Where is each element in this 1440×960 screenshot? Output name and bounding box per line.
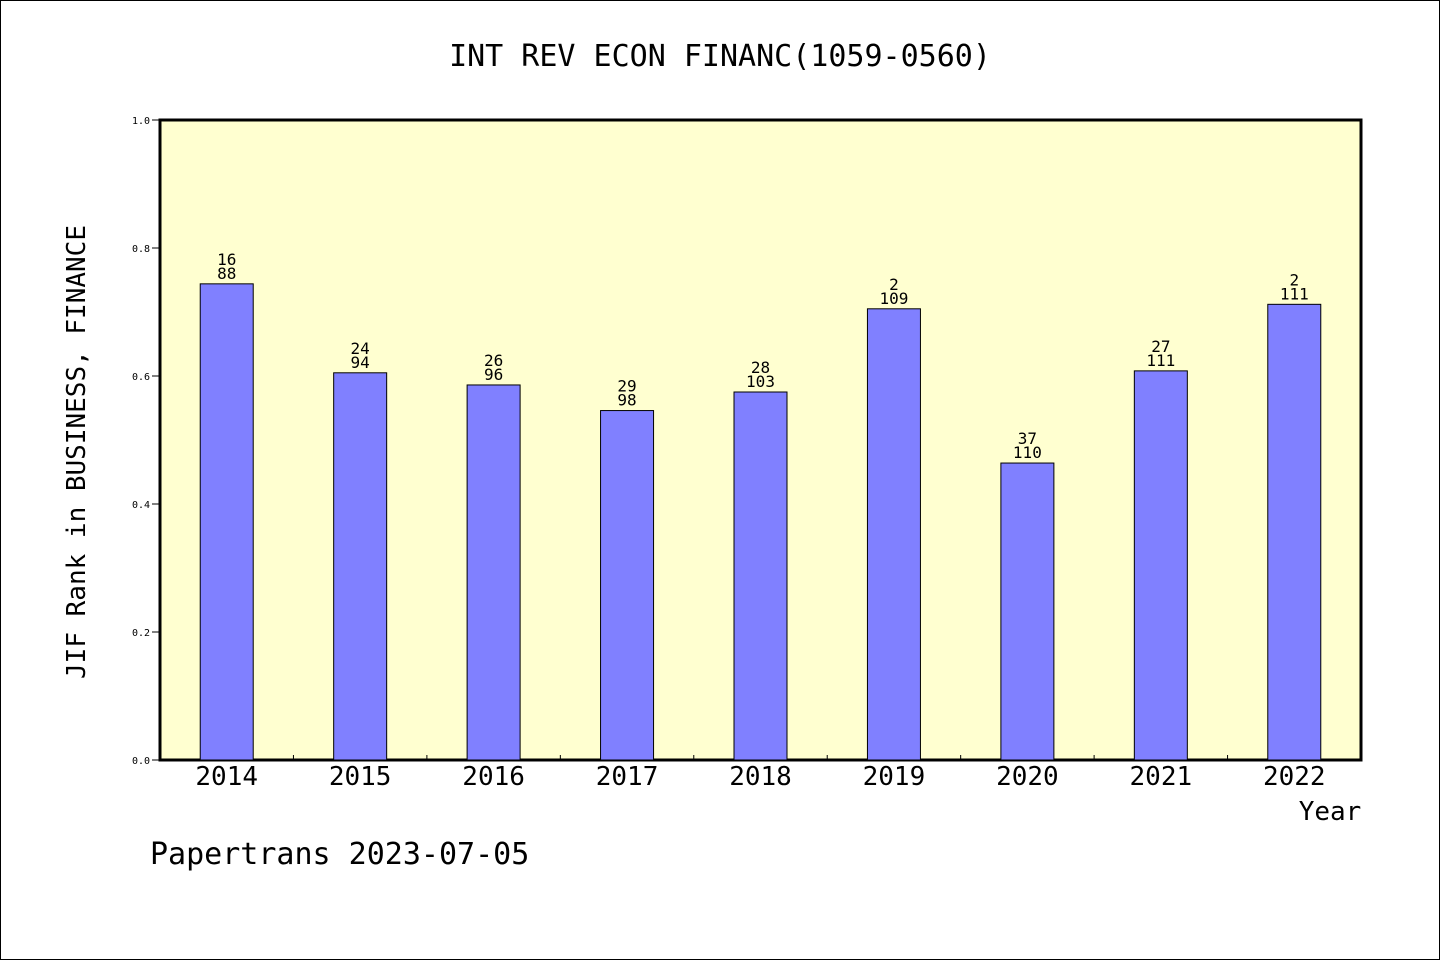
data-label-top-2015: 24: [351, 339, 370, 358]
data-label-top-2016: 26: [484, 351, 503, 370]
x-tick-label-2016: 2016: [462, 762, 525, 792]
chart-title: INT REV ECON FINANC(1059-0560): [449, 39, 991, 74]
data-label-top-2020: 37: [1018, 429, 1037, 448]
y-tick-label: 1.0: [132, 116, 150, 127]
data-label-bottom-2015: 94: [351, 353, 370, 372]
data-label-top-2019: 2: [889, 275, 899, 294]
data-label-bottom-2019: 109: [879, 289, 908, 308]
x-tick-label-2017: 2017: [596, 762, 659, 792]
data-label-top-2022: 2: [1289, 270, 1299, 289]
y-tick-label: 0.4: [132, 500, 150, 511]
data-label-bottom-2014: 88: [217, 264, 236, 283]
x-tick-label-2021: 2021: [1130, 762, 1193, 792]
data-label-bottom-2020: 110: [1013, 443, 1042, 462]
footer-text: Papertrans 2023-07-05: [150, 837, 529, 872]
x-tick-label-2018: 2018: [729, 762, 792, 792]
data-label-bottom-2018: 103: [746, 372, 775, 391]
bar-2014: [199, 283, 254, 761]
bar-2021: [1133, 370, 1188, 761]
y-tick-label: 0.0: [132, 756, 150, 767]
x-axis-label: Year: [1299, 797, 1362, 827]
data-label-bottom-2022: 111: [1280, 284, 1309, 303]
y-tick-label: 0.2: [132, 628, 150, 639]
x-tick-label-2015: 2015: [329, 762, 392, 792]
x-tick-label-2022: 2022: [1263, 762, 1326, 792]
y-axis-label: JIF Rank in BUSINESS, FINANCE: [62, 225, 92, 679]
bar-2015: [333, 372, 388, 761]
data-label-top-2018: 28: [751, 358, 770, 377]
bar-2020: [1000, 462, 1055, 761]
y-tick-label: 0.8: [132, 244, 150, 255]
bar-2019: [866, 308, 921, 761]
data-label-top-2021: 27: [1151, 337, 1170, 356]
y-tick-label: 0.6: [132, 372, 150, 383]
data-label-bottom-2021: 111: [1146, 351, 1175, 370]
bar-2018: [733, 391, 788, 761]
bar-2016: [466, 384, 521, 761]
data-label-bottom-2017: 98: [617, 391, 636, 410]
x-tick-label-2014: 2014: [195, 762, 258, 792]
bar-2017: [600, 410, 655, 761]
data-label-top-2017: 29: [617, 377, 636, 396]
x-tick-label-2019: 2019: [863, 762, 926, 792]
x-tick-label-2020: 2020: [996, 762, 1059, 792]
data-label-top-2014: 16: [217, 250, 236, 269]
bar-2022: [1267, 303, 1322, 761]
data-label-bottom-2016: 96: [484, 365, 503, 384]
